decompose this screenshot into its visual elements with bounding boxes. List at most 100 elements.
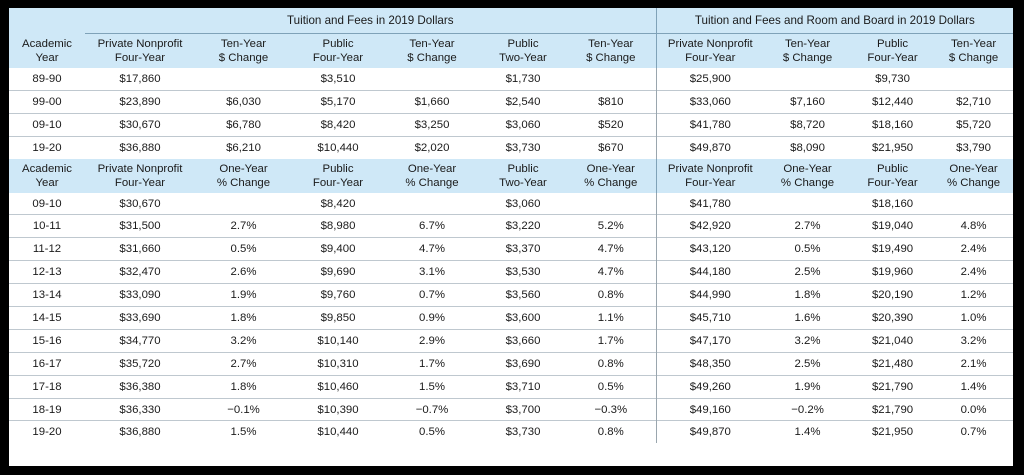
column-header-row-ten-year: Academic Year Private Nonprofit Four-Year Te… xyxy=(9,33,1013,68)
table-cell: $41,780 xyxy=(655,112,765,137)
tuition-table-panel: Tuition and Fees in 2019 Dollars Tuition… xyxy=(9,8,1013,466)
column-header-line: Four-Year xyxy=(867,52,918,64)
table-cell: $3,730 xyxy=(480,135,566,159)
column-header: Private Nonprofit Four-Year xyxy=(655,33,765,68)
one-year-change-section: 09-10 $30,670 $8,420 $3,060 $41,780 $18,160 10… xyxy=(9,192,1013,444)
column-header-line: One-Year xyxy=(949,162,998,175)
column-header: Public Four-Year xyxy=(292,33,384,68)
column-header: Ten-Year $ Change xyxy=(195,33,292,68)
table-cell: 2.6% xyxy=(195,260,292,284)
table-cell: 2.4% xyxy=(934,260,1013,284)
column-header-line: Private Nonprofit xyxy=(97,162,183,175)
column-header-line: Year xyxy=(35,51,59,64)
table-row: 19-20 $36,880 1.5% $10,440 0.5% $3,730 0.8% $49… xyxy=(9,420,1013,444)
table-row: 13-14 $33,090 1.9% $9,760 0.7% $3,560 0.8% $44,… xyxy=(9,283,1013,307)
column-header-line: One-Year xyxy=(586,162,635,175)
column-header-line: Private Nonprofit xyxy=(667,162,753,175)
table-cell: $45,710 xyxy=(655,306,765,330)
academic-year-cell: 11-12 xyxy=(9,237,85,261)
table-cell: 1.7% xyxy=(566,328,657,353)
column-header: One-Year% Change xyxy=(384,158,480,193)
table-cell: $3,660 xyxy=(480,328,566,353)
table-cell: $33,060 xyxy=(655,89,765,114)
column-header-line: Private Nonprofit xyxy=(667,38,753,50)
column-header-line: Four-Year xyxy=(867,176,918,189)
table-cell: $21,040 xyxy=(851,328,935,353)
table-cell: $10,390 xyxy=(292,397,384,421)
table-cell: $33,690 xyxy=(85,306,195,330)
table-cell: $3,700 xyxy=(480,397,566,421)
table-cell: $8,420 xyxy=(292,112,384,137)
column-header-line: Ten-Year xyxy=(784,38,831,50)
table-cell: 2.1% xyxy=(934,351,1013,376)
table-cell: $18,160 xyxy=(851,112,935,137)
column-header-line: Two-Year xyxy=(499,176,547,189)
table-cell: 0.5% xyxy=(566,374,657,399)
ten-year-change-section: 89-90 $17,860 $3,510 $1,730 $25,900 $9,730 99-… xyxy=(9,68,1013,159)
column-header: Private Nonprofit Four-Year xyxy=(85,33,195,68)
table-cell: 2.9% xyxy=(384,328,480,353)
table-cell xyxy=(566,193,656,215)
table-cell: $3,790 xyxy=(934,135,1013,159)
table-cell: 1.2% xyxy=(934,283,1013,307)
table-cell: $43,120 xyxy=(655,237,765,261)
table-cell: 1.9% xyxy=(195,283,292,307)
table-cell: $31,660 xyxy=(85,237,195,261)
table-cell: $19,490 xyxy=(851,237,935,261)
table-cell: $5,170 xyxy=(292,89,384,114)
table-cell: $9,690 xyxy=(292,260,384,284)
table-cell: $10,440 xyxy=(292,135,384,159)
academic-year-cell: 13-14 xyxy=(9,283,85,307)
table-cell: $49,870 xyxy=(655,135,765,159)
table-row: 14-15 $33,690 1.8% $9,850 0.9% $3,600 1.1% $45,… xyxy=(9,306,1013,330)
academic-year-cell: 15-16 xyxy=(9,328,85,353)
table-cell: $21,790 xyxy=(851,397,935,421)
table-cell: $35,720 xyxy=(85,351,195,376)
table-cell: $21,790 xyxy=(851,374,935,399)
table-cell: $3,730 xyxy=(480,420,566,444)
table-cell: $49,260 xyxy=(655,374,765,399)
table-cell: $5,720 xyxy=(934,112,1013,137)
table-row: 19-20 $36,880 $6,210 $10,440 $2,020 $3,730 $67… xyxy=(9,135,1013,159)
table-cell: $31,500 xyxy=(85,214,195,238)
column-header-line: Public xyxy=(322,38,354,50)
column-header-line: Four-Year xyxy=(114,176,166,189)
table-row: 11-12 $31,660 0.5% $9,400 4.7% $3,370 4.7% $43,… xyxy=(9,237,1013,261)
table-cell: 4.7% xyxy=(384,237,480,261)
column-header-line: Public xyxy=(322,162,354,175)
table-cell: $1,730 xyxy=(505,72,541,85)
table-cell: 1.8% xyxy=(195,374,292,399)
table-cell: 1.4% xyxy=(934,374,1013,399)
academic-year-cell: 99-00 xyxy=(9,89,85,114)
column-header-line: $ Change xyxy=(948,52,999,64)
academic-year-cell: 89-90 xyxy=(32,72,62,85)
table-cell: $10,310 xyxy=(292,351,384,376)
table-cell: $36,880 xyxy=(85,135,195,159)
column-header-line: % Change xyxy=(405,176,459,189)
column-header: Ten-Year $ Change xyxy=(764,33,852,68)
table-cell xyxy=(764,68,851,90)
column-header-line: Academic xyxy=(21,37,72,50)
column-header-line: Four-Year xyxy=(685,52,736,64)
table-cell: 3.1% xyxy=(384,260,480,284)
column-header-line: One-Year xyxy=(407,162,457,175)
academic-year-cell: 14-15 xyxy=(9,306,85,330)
table-cell: $6,030 xyxy=(195,89,292,114)
column-header-line: % Change xyxy=(946,176,1001,189)
table-cell: $23,890 xyxy=(85,89,195,114)
table-cell: $10,440 xyxy=(292,420,384,444)
table-cell: $36,330 xyxy=(85,397,195,421)
column-header-line: Ten-Year xyxy=(409,38,455,50)
table-cell: 3.2% xyxy=(195,328,292,353)
table-cell: 6.7% xyxy=(384,214,480,238)
column-header: One-Year% Change xyxy=(195,158,292,193)
table-cell: $810 xyxy=(566,89,657,114)
table-cell: 4.8% xyxy=(934,214,1013,238)
table-cell: $19,960 xyxy=(851,260,935,284)
table-cell: $2,020 xyxy=(384,135,480,159)
table-cell xyxy=(384,68,480,90)
academic-year-cell: 12-13 xyxy=(9,260,85,284)
column-header: Ten-Year $ Change xyxy=(384,33,480,68)
table-cell: $47,170 xyxy=(655,328,765,353)
table-cell xyxy=(195,193,292,215)
